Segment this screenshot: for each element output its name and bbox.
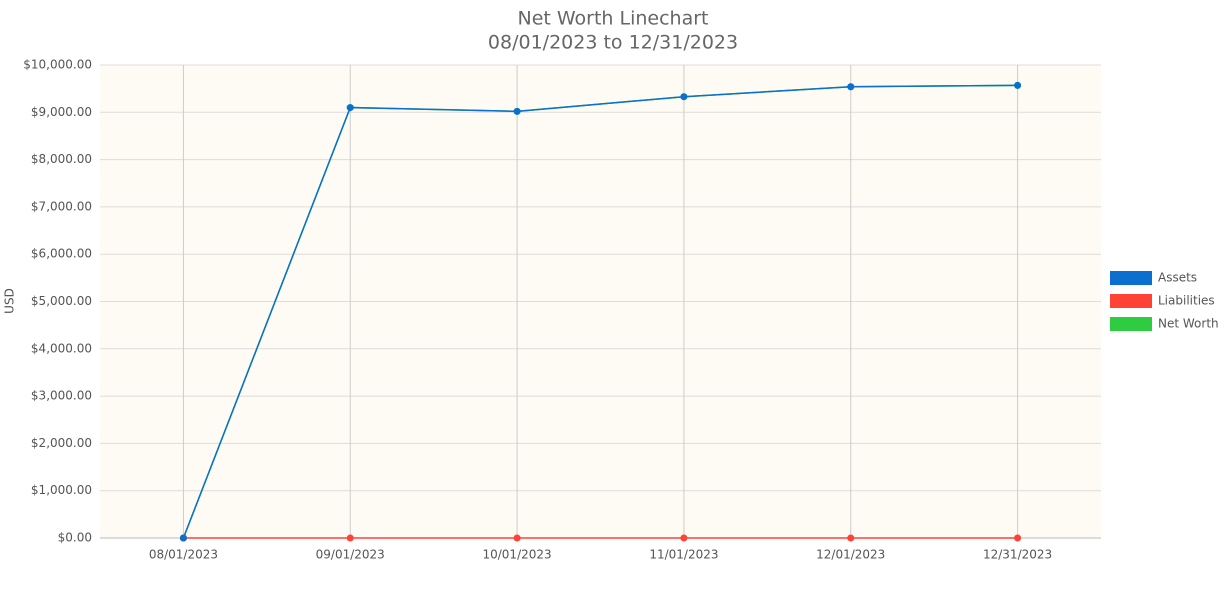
y-tick-label: $9,000.00 [31, 105, 92, 119]
legend-swatch [1110, 317, 1152, 331]
legend-swatch [1110, 294, 1152, 308]
point [1014, 534, 1022, 542]
x-tick-label: 12/31/2023 [983, 548, 1052, 562]
y-tick-label: $7,000.00 [31, 199, 92, 213]
series-line [182, 84, 1018, 539]
y-tick-label: $3,000.00 [31, 389, 92, 403]
point [1014, 81, 1022, 89]
y-tick-label: $10,000.00 [23, 58, 92, 72]
point [847, 534, 855, 542]
point [179, 534, 187, 542]
y-tick-label: $6,000.00 [31, 247, 92, 261]
point [513, 107, 521, 115]
point [346, 104, 354, 112]
point [847, 83, 855, 91]
y-tick-label: $0.00 [58, 531, 92, 545]
x-tick-label: 10/01/2023 [482, 548, 551, 562]
point [513, 534, 521, 542]
y-tick-label: $2,000.00 [31, 436, 92, 450]
x-tick-label: 12/01/2023 [816, 548, 885, 562]
chart-subtitle: 08/01/2023 to 12/31/2023 [488, 32, 738, 54]
legend-label: Net Worth [1158, 317, 1219, 331]
chart-title: Net Worth Linechart [517, 8, 708, 30]
x-tick-label: 08/01/2023 [149, 548, 218, 562]
y-axis-title: USD [3, 288, 17, 314]
y-tick-label: $5,000.00 [31, 294, 92, 308]
legend-label: Assets [1158, 271, 1197, 285]
point [680, 93, 688, 101]
y-tick-label: $4,000.00 [31, 341, 92, 355]
x-tick-label: 09/01/2023 [316, 548, 385, 562]
y-tick-label: $8,000.00 [31, 152, 92, 166]
y-tick-label: $1,000.00 [31, 483, 92, 497]
point [680, 534, 688, 542]
x-tick-label: 11/01/2023 [649, 548, 718, 562]
point [346, 534, 354, 542]
legend-swatch [1110, 271, 1152, 285]
legend-label: Liabilities [1158, 294, 1215, 308]
